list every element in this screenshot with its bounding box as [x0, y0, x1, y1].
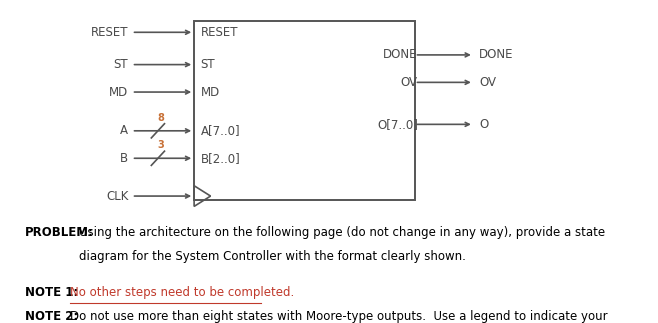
Text: OV: OV — [479, 76, 496, 89]
Text: PROBLEM:: PROBLEM: — [25, 226, 94, 239]
Text: 3: 3 — [157, 140, 164, 150]
Text: RESET: RESET — [201, 26, 238, 39]
Text: B[2..0]: B[2..0] — [201, 152, 240, 165]
Text: No other steps need to be completed.: No other steps need to be completed. — [70, 286, 294, 299]
Text: ST: ST — [201, 58, 215, 71]
Text: A[7..0]: A[7..0] — [201, 124, 240, 137]
Text: RESET: RESET — [91, 26, 128, 39]
Text: MD: MD — [109, 86, 128, 99]
Text: DONE: DONE — [384, 48, 418, 61]
Text: ST: ST — [114, 58, 128, 71]
Text: DONE: DONE — [479, 48, 513, 61]
Text: NOTE 1:: NOTE 1: — [25, 286, 78, 299]
Text: Using the architecture on the following page (do not change in any way), provide: Using the architecture on the following … — [79, 226, 605, 239]
Text: OV: OV — [401, 76, 418, 89]
Text: diagram for the System Controller with the format clearly shown.: diagram for the System Controller with t… — [79, 250, 466, 263]
Text: Do not use more than eight states with Moore-type outputs.  Use a legend to indi: Do not use more than eight states with M… — [70, 310, 607, 323]
Text: A: A — [120, 124, 128, 137]
Text: B: B — [120, 152, 128, 165]
Text: MD: MD — [201, 86, 220, 99]
Text: CLK: CLK — [106, 190, 128, 203]
Text: NOTE 2:: NOTE 2: — [25, 310, 78, 323]
Text: O: O — [479, 118, 488, 131]
Text: O[7..0]: O[7..0] — [377, 118, 418, 131]
Bar — [194, 21, 415, 200]
Text: 8: 8 — [157, 113, 164, 123]
